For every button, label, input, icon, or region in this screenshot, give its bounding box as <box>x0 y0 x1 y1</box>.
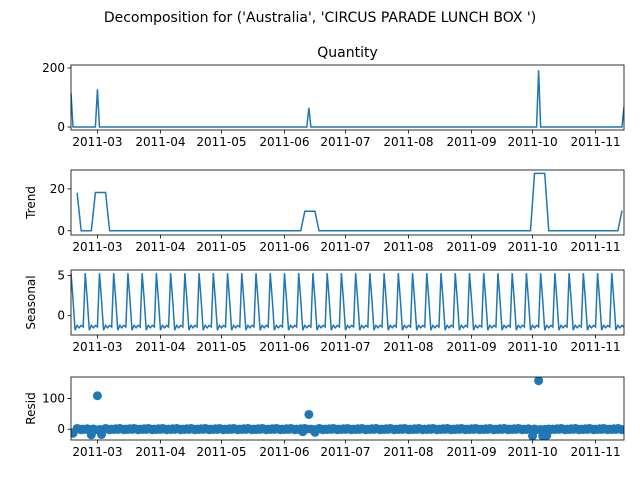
y-axis-label: Seasonal <box>24 275 38 329</box>
figure-title: Decomposition for ('Australia', 'CIRCUS … <box>104 10 536 26</box>
x-tick-label: 2011-11 <box>570 445 620 459</box>
x-tick-label: 2011-09 <box>446 240 496 254</box>
data-layer-trend <box>76 172 623 232</box>
y-tick-label: 200 <box>42 61 65 75</box>
x-tick-label: 2011-06 <box>259 135 309 149</box>
x-tick-label: 2011-05 <box>196 135 246 149</box>
x-tick-label: 2011-05 <box>196 240 246 254</box>
x-tick-label: 2011-06 <box>259 240 309 254</box>
y-axis-label: Resid <box>24 392 38 424</box>
data-layer-resid <box>71 377 624 440</box>
x-tick-label: 2011-03 <box>72 340 122 354</box>
resid-point <box>534 377 544 386</box>
data-layer-seasonal <box>71 273 624 331</box>
x-tick-label: 2011-07 <box>320 240 370 254</box>
y-tick-label: 0 <box>57 224 65 238</box>
y-tick-label: 0 <box>57 309 65 323</box>
x-tick-label: 2011-05 <box>196 340 246 354</box>
resid-point <box>71 428 78 438</box>
seasonal-line <box>71 273 624 331</box>
x-tick-label: 2011-05 <box>196 445 246 459</box>
x-tick-label: 2011-11 <box>570 240 620 254</box>
y-tick-label: 0 <box>57 422 65 436</box>
panel-trend: 0 20 2011-03 2011-04 2011-05 2011-06 2011-07 20… <box>24 169 625 254</box>
x-tick-label: 2011-08 <box>383 135 433 149</box>
panel-seasonal: 0 5 2011-03 2011-04 2011-05 2011-06 2011-07 201… <box>24 269 625 354</box>
trend-line <box>76 172 623 232</box>
resid-point <box>310 427 320 437</box>
x-tick-label: 2011-10 <box>507 135 557 149</box>
x-tick-label: 2011-11 <box>570 135 620 149</box>
x-tick-label: 2011-10 <box>507 340 557 354</box>
x-tick-label: 2011-08 <box>383 445 433 459</box>
resid-point <box>86 430 96 440</box>
x-tick-label: 2011-09 <box>446 340 496 354</box>
resid-point <box>298 427 308 437</box>
y-tick-label: 0 <box>57 120 65 134</box>
data-layer-observed <box>71 70 624 128</box>
panel-title: Quantity <box>317 45 378 61</box>
resid-point <box>304 409 314 419</box>
panel-resid: 0 100 2011-03 2011-04 2011-05 2011-06 2011-07 2… <box>24 376 625 459</box>
x-tick-label: 2011-07 <box>320 340 370 354</box>
y-axis-label: Trend <box>24 186 38 220</box>
x-tick-label: 2011-10 <box>507 240 557 254</box>
y-tick-label: 100 <box>42 392 65 406</box>
x-tick-label: 2011-10 <box>507 445 557 459</box>
y-tick-label: 5 <box>57 269 65 283</box>
x-tick-label: 2011-08 <box>383 240 433 254</box>
x-tick-label: 2011-04 <box>135 340 185 354</box>
x-tick-label: 2011-03 <box>72 445 122 459</box>
x-tick-label: 2011-04 <box>135 240 185 254</box>
x-tick-label: 2011-08 <box>383 340 433 354</box>
panel-observed: 0 200 2011-03 2011-04 2011-05 2011-06 2011-07 2… <box>42 45 625 149</box>
axes-frame-resid <box>70 376 625 441</box>
x-tick-label: 2011-06 <box>259 340 309 354</box>
x-tick-label: 2011-09 <box>446 135 496 149</box>
x-tick-label: 2011-03 <box>72 240 122 254</box>
resid-point <box>528 431 538 440</box>
x-tick-label: 2011-04 <box>135 135 185 149</box>
x-tick-label: 2011-07 <box>320 445 370 459</box>
axes-frame-trend <box>70 169 625 236</box>
x-tick-label: 2011-11 <box>570 340 620 354</box>
y-tick-label: 20 <box>50 182 65 196</box>
x-tick-label: 2011-04 <box>135 445 185 459</box>
x-tick-label: 2011-09 <box>446 445 496 459</box>
x-tick-label: 2011-03 <box>72 135 122 149</box>
axes-frame-seasonal <box>70 269 625 336</box>
resid-point <box>617 425 624 435</box>
x-tick-label: 2011-06 <box>259 445 309 459</box>
axes-frame-observed <box>70 64 625 131</box>
resid-point <box>542 430 552 440</box>
resid-point <box>92 391 102 401</box>
observed-line <box>71 70 624 128</box>
resid-point <box>97 429 106 439</box>
x-tick-label: 2011-07 <box>320 135 370 149</box>
